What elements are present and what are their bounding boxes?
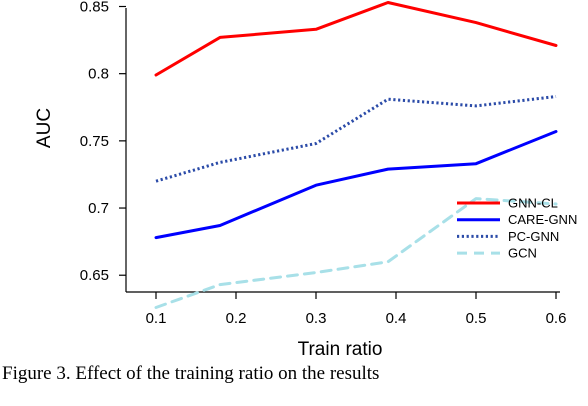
series-lines	[154, 1, 558, 309]
y-tick-label: 0.65	[80, 267, 109, 284]
x-tick-label: 0.1	[146, 310, 167, 327]
x-tick-label: 0.5	[466, 310, 487, 327]
y-tick-label: 0.8	[88, 66, 109, 83]
legend-label: GNN-CL	[508, 196, 558, 211]
legend-label: PC-GNN	[508, 229, 559, 244]
series-line-care-gnn	[154, 130, 558, 240]
figure-caption: Figure 3. Effect of the training ratio o…	[2, 363, 380, 384]
x-tick-label: 0.6	[546, 310, 567, 327]
x-ticks: 0.1 0.2 0.3 0.4 0.5 0.6	[146, 292, 567, 327]
series-line-gcn	[154, 197, 558, 309]
legend-label: GCN	[508, 246, 537, 261]
y-ticks: 0.65 0.7 0.75 0.8 0.85	[80, 0, 126, 284]
y-axis-title: AUC	[34, 108, 55, 148]
y-tick-label: 0.85	[80, 0, 109, 16]
legend-label: CARE-GNN	[508, 212, 577, 227]
x-axis-title: Train ratio	[298, 339, 383, 360]
x-tick-label: 0.3	[306, 310, 327, 327]
axes	[125, 8, 560, 293]
x-tick-label: 0.2	[226, 310, 247, 327]
y-tick-label: 0.75	[80, 133, 109, 150]
series-line-pc-gnn	[155, 95, 557, 183]
y-tick-label: 0.7	[88, 200, 109, 217]
series-line-gnn-cl	[154, 1, 558, 77]
x-tick-label: 0.4	[386, 310, 407, 327]
